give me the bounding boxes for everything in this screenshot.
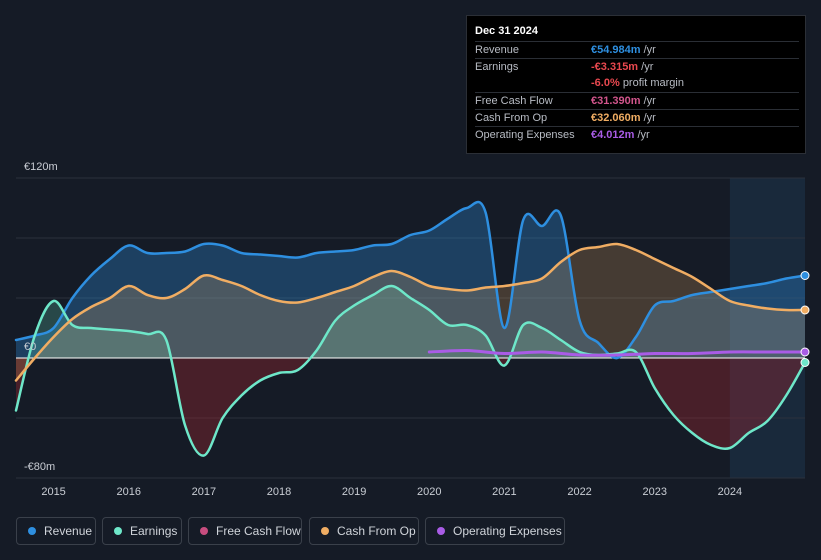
tooltip-value: €32.060m /yr (591, 112, 656, 124)
tooltip-label: Cash From Op (475, 112, 548, 124)
legend-earnings[interactable]: Earnings (102, 517, 182, 545)
tooltip-row-fcf: Free Cash Flow €31.390m /yr (475, 92, 799, 109)
x-tick-label: 2019 (342, 486, 366, 498)
x-axis: 2015 2016 2017 2018 2019 2020 2021 2022 2023 2024 (41, 486, 742, 498)
operating-expenses-endpoint (800, 347, 810, 357)
tooltip-value: -€3.315m /yr (591, 61, 654, 73)
x-tick-label: 2024 (718, 486, 742, 498)
forecast-highlight-band (729, 178, 805, 478)
earnings-endpoint (800, 358, 810, 367)
legend-dot-icon (114, 527, 122, 535)
earnings-area-positive (16, 285, 805, 358)
tooltip-label: Revenue (475, 44, 520, 56)
x-tick-label: 2017 (192, 486, 216, 498)
x-tick-label: 2018 (267, 486, 291, 498)
x-tick-label: 2022 (567, 486, 591, 498)
legend-operating-expenses[interactable]: Operating Expenses (425, 517, 565, 545)
cash-from-op-line (14, 242, 807, 382)
legend-dot-icon (437, 527, 445, 535)
legend-label: Revenue (44, 524, 93, 538)
revenue-area-positive (16, 202, 805, 358)
revenue-endpoint (800, 271, 810, 280)
series-areas (16, 202, 805, 456)
legend-dot-icon (28, 527, 36, 535)
tooltip-value: €54.984m /yr (591, 44, 656, 56)
legend-cash-from-op[interactable]: Cash From Op (309, 517, 419, 545)
legend-label: Operating Expenses (453, 524, 562, 538)
y-tick-label: €120m (24, 161, 58, 173)
earnings-line (14, 284, 807, 457)
earnings-area-negative (16, 358, 805, 456)
x-tick-label: 2016 (116, 486, 140, 498)
legend-dot-icon (200, 527, 208, 535)
cash-from-op-area-positive (16, 243, 805, 358)
x-tick-label: 2023 (642, 486, 666, 498)
legend-dot-icon (321, 527, 329, 535)
x-tick-label: 2015 (41, 486, 65, 498)
tooltip-value: €4.012m /yr (591, 129, 650, 141)
tooltip-label: Operating Expenses (475, 129, 575, 141)
legend-free-cash-flow[interactable]: Free Cash Flow (188, 517, 302, 545)
series-endpoints (800, 271, 810, 367)
tooltip-row-earnings: Earnings -€3.315m /yr (475, 58, 799, 75)
x-tick-label: 2021 (492, 486, 516, 498)
legend-revenue[interactable]: Revenue (16, 517, 96, 545)
x-tick-label: 2020 (417, 486, 441, 498)
tooltip-row-margin: -6.0% profit margin (475, 75, 799, 92)
tooltip-row-cfo: Cash From Op €32.060m /yr (475, 109, 799, 126)
cash-from-op-endpoint (800, 305, 810, 315)
y-axis: €120m €0 -€80m (24, 161, 58, 473)
legend-label: Cash From Op (337, 524, 416, 538)
legend-label: Free Cash Flow (216, 524, 301, 538)
tooltip-date: Dec 31 2024 (475, 25, 538, 37)
revenue-line (14, 200, 807, 360)
tooltip-label: Earnings (475, 61, 519, 73)
tooltip-row-opex: Operating Expenses €4.012m /yr (475, 126, 799, 143)
tooltip-label: Free Cash Flow (475, 95, 553, 107)
tooltip-value: -6.0% profit margin (591, 77, 684, 89)
series-lines (14, 200, 807, 457)
tooltip-row-revenue: Revenue €54.984m /yr (475, 41, 799, 58)
legend-label: Earnings (130, 524, 178, 538)
tooltip-value: €31.390m /yr (591, 95, 656, 107)
data-tooltip: Dec 31 2024 Revenue €54.984m /yr Earning… (466, 15, 806, 154)
operating-expenses-line (427, 348, 807, 357)
y-tick-label: €0 (24, 341, 36, 353)
y-tick-label: -€80m (24, 461, 55, 473)
